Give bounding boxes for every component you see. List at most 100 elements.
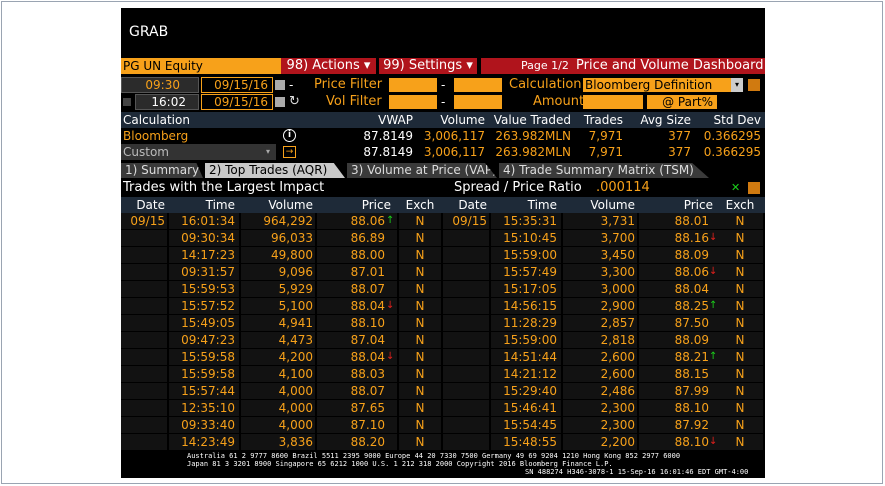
info-icon[interactable]: i — [283, 129, 296, 142]
table-row[interactable]: 15:59:53 5,929 88.07 N 15:17:05 3,000 88.04 N — [121, 281, 765, 298]
table-row[interactable]: 15:59:58 4,100 88.03 N 14:21:12 2,600 88.15 N — [121, 366, 765, 383]
page-indicator[interactable]: Page 1/2 — [521, 59, 569, 72]
table-row[interactable]: 09:33:40 4,000 87.10 N 15:54:45 2,300 87.92 N — [121, 417, 765, 434]
calendar-icon[interactable] — [275, 97, 285, 107]
column-header: Price — [361, 198, 391, 212]
cell-background — [317, 400, 397, 416]
cell-background — [399, 349, 441, 365]
cell-background — [317, 264, 397, 280]
trade-price: 88.04 — [350, 299, 385, 313]
start-time-input[interactable]: 09:30 — [121, 77, 199, 93]
tab-volume-at-price[interactable]: 3) Volume at Price (VAP) — [347, 163, 497, 178]
summary-trades: 7,971 — [588, 145, 623, 159]
summary-avg-size: 377 — [668, 129, 691, 143]
trade-time: 15:59:58 — [181, 367, 235, 381]
trade-exchange: N — [735, 214, 745, 228]
trade-price: 87.50 — [674, 316, 709, 330]
column-header: Price — [683, 198, 713, 212]
vol-filter-min-input[interactable] — [389, 95, 437, 109]
amount-unit-field[interactable]: @ Part% — [647, 95, 717, 109]
chevron-down-icon[interactable]: ▾ — [266, 147, 271, 156]
dash-separator: - — [441, 95, 446, 109]
amount-input[interactable] — [583, 95, 643, 109]
cell-background — [121, 298, 167, 314]
price-filter-max-input[interactable] — [454, 78, 502, 92]
settings-menu-button[interactable]: 99) Settings ▾ — [379, 58, 477, 74]
trade-time: 16:01:34 — [181, 214, 235, 228]
tab-top-trades[interactable]: 2) Top Trades (AQR) — [205, 163, 345, 178]
table-row[interactable]: 12:35:10 4,000 87.65 N 15:46:41 2,300 88.10 N — [121, 400, 765, 417]
trade-date — [121, 247, 165, 263]
trade-price: 87.01 — [350, 265, 385, 279]
trade-price: 88.09 — [674, 248, 709, 262]
column-header: Calculation — [123, 113, 190, 127]
trade-price: 88.01 — [674, 214, 709, 228]
trade-time: 15:54:45 — [503, 418, 557, 432]
trade-exchange: N — [735, 299, 745, 313]
cell-background — [169, 298, 239, 314]
security-field[interactable]: PG UN Equity — [121, 58, 281, 74]
trade-price: 87.99 — [674, 384, 709, 398]
table-row[interactable]: 15:59:58 4,200 88.04 ↓ N 14:51:44 2,600 88.21 ↑ N — [121, 349, 765, 366]
trade-exchange: N — [735, 333, 745, 347]
calendar-icon[interactable] — [275, 80, 285, 90]
end-time-input[interactable]: 16:02 — [135, 94, 199, 110]
cell-background — [241, 332, 315, 348]
trade-volume: 5,100 — [278, 299, 313, 313]
trade-time: 15:17:05 — [503, 282, 557, 296]
chevron-down-icon[interactable]: ▾ — [731, 78, 743, 92]
trade-price: 88.04 — [350, 350, 385, 364]
actions-menu-button[interactable]: 98) Actions ▾ — [281, 58, 376, 74]
table-row[interactable]: 15:57:52 5,100 88.04 ↓ N 14:56:15 2,900 88.25 ↑ N — [121, 298, 765, 315]
cell-background — [491, 315, 561, 331]
table-row[interactable]: 09:47:23 4,473 87.04 N 15:59:00 2,818 88.09 N — [121, 332, 765, 349]
checkbox[interactable] — [123, 98, 131, 106]
trade-exchange: N — [415, 401, 425, 415]
trade-date — [443, 417, 487, 433]
trade-volume: 4,000 — [278, 418, 313, 432]
end-date-input[interactable]: 09/15/16 — [201, 94, 273, 110]
cell-background — [491, 417, 561, 433]
table-row[interactable]: 09:31:57 9,096 87.01 N 15:57:49 3,300 88.06 ↓ N — [121, 264, 765, 281]
summary-row-bloomberg: Bloomberg i 87.8149 3,006,117 263.982MLN… — [121, 128, 765, 144]
cell-background — [399, 230, 441, 246]
tab-trade-summary-matrix[interactable]: 4) Trade Summary Matrix (TSM) — [499, 163, 709, 178]
dash-separator: - — [289, 78, 294, 92]
start-date-input[interactable]: 09/15/16 — [201, 77, 273, 93]
edit-arrow-icon[interactable]: → — [283, 146, 296, 158]
trade-price: 88.10 — [674, 401, 709, 415]
trade-price: 88.09 — [674, 333, 709, 347]
excel-icon[interactable]: ✕ — [731, 181, 741, 194]
table-row[interactable]: 09/15 16:01:34 964,292 88.06 ↑ N 09/15 15:35:31… — [121, 213, 765, 230]
custom-dropdown[interactable] — [121, 144, 276, 160]
cell-background — [169, 315, 239, 331]
table-row[interactable]: 15:49:05 4,941 88.10 N 11:28:29 2,857 87.50 N — [121, 315, 765, 332]
refresh-icon[interactable]: ↻ — [289, 94, 300, 109]
trade-exchange: N — [415, 384, 425, 398]
trade-date — [121, 298, 165, 314]
cell-background — [719, 434, 763, 450]
filter-row-end: 16:02 09/15/16 ↻ Vol Filter - Amount @ P… — [121, 94, 765, 110]
trade-date — [443, 247, 487, 263]
export-icon[interactable] — [748, 79, 760, 91]
export-icon[interactable] — [748, 182, 760, 194]
summary-volume: 3,006,117 — [423, 129, 485, 143]
filter-row-start: 09:30 09/15/16 - Price Filter - Calculat… — [121, 77, 765, 93]
table-row[interactable]: 14:23:49 3,836 88.20 N 15:48:55 2,200 88.10 ↓ N — [121, 434, 765, 451]
trade-price: 88.00 — [350, 248, 385, 262]
table-row[interactable]: 15:57:44 4,000 88.07 N 15:29:40 2,486 87.99 N — [121, 383, 765, 400]
table-row[interactable]: 14:17:23 49,800 88.00 N 15:59:00 3,450 88.09 N — [121, 247, 765, 264]
table-row[interactable]: 09:30:34 96,033 86.89 N 15:10:45 3,700 88.16 ↓ N — [121, 230, 765, 247]
cell-background — [719, 230, 763, 246]
tab-summary[interactable]: 1) Summary — [121, 163, 203, 178]
cell-background — [443, 230, 489, 246]
column-header: Date — [458, 198, 487, 212]
trade-time: 09:33:40 — [181, 418, 235, 432]
cell-background — [241, 400, 315, 416]
vol-filter-max-input[interactable] — [454, 95, 502, 109]
price-filter-min-input[interactable] — [389, 78, 437, 92]
cell-background — [639, 366, 719, 382]
trade-price: 87.92 — [674, 418, 709, 432]
calculation-dropdown[interactable]: Bloomberg Definition — [583, 78, 731, 92]
trade-date — [121, 400, 165, 416]
